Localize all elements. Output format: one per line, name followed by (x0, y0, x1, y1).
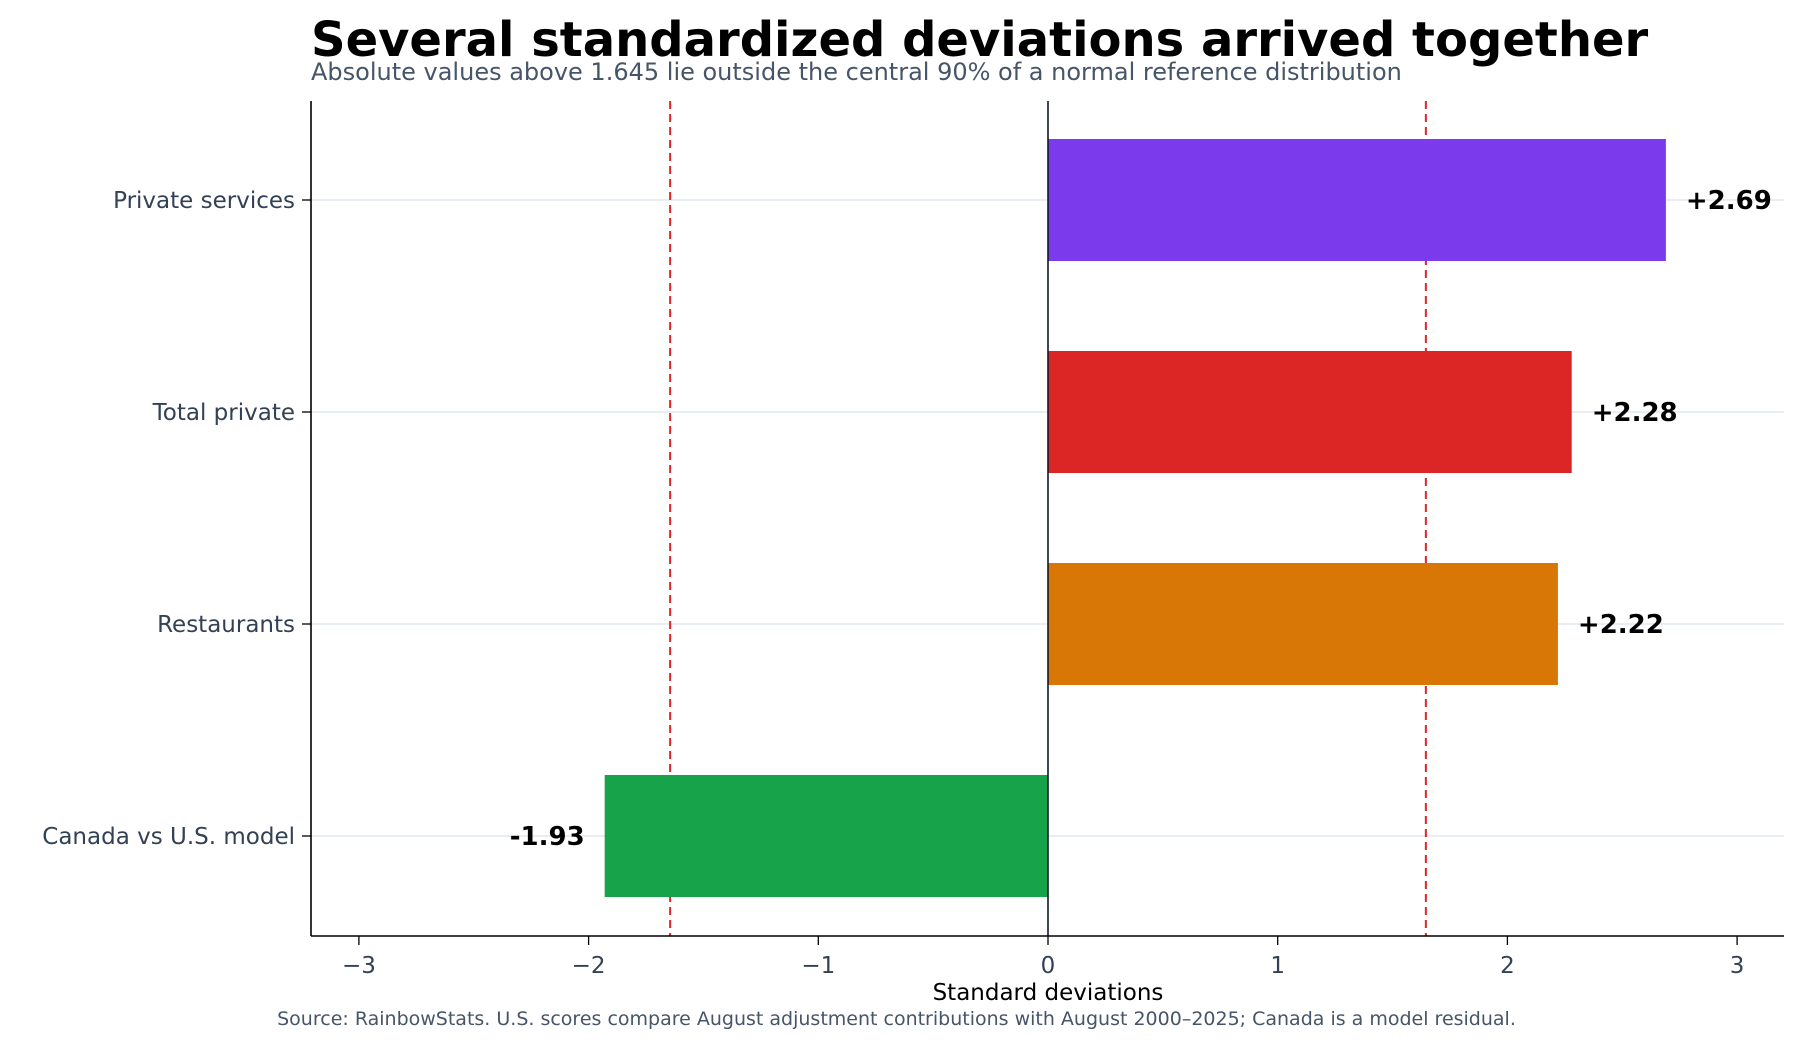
bar-value-label: +2.69 (1686, 186, 1772, 216)
x-tick-label: 3 (1730, 953, 1745, 979)
x-tick-label: −1 (801, 953, 835, 979)
axes (302, 101, 1784, 945)
y-tick-label: Restaurants (157, 612, 295, 638)
x-tick-label: 1 (1270, 953, 1285, 979)
bar (1048, 139, 1666, 261)
x-tick-label: 0 (1041, 953, 1056, 979)
bar-value-label: +2.28 (1592, 398, 1678, 428)
x-tick-label: −3 (342, 953, 376, 979)
x-tick-label: 2 (1500, 953, 1515, 979)
chart-title: Several standardized deviations arrived … (311, 12, 1649, 68)
bar (1048, 351, 1572, 473)
chart-source: Source: RainbowStats. U.S. scores compar… (277, 1008, 1516, 1030)
bar (604, 775, 1048, 897)
y-tick-label: Private services (113, 188, 295, 214)
bar (1048, 563, 1558, 685)
bar-value-label: +2.22 (1578, 610, 1664, 640)
x-axis-title: Standard deviations (933, 980, 1164, 1006)
chart-subtitle: Absolute values above 1.645 lie outside … (311, 58, 1402, 86)
y-tick-label: Canada vs U.S. model (42, 824, 295, 850)
x-tick-label: −2 (572, 953, 606, 979)
bar-value-label: -1.93 (510, 822, 585, 852)
labels: +2.69 +2.28 +2.22 -1.93 Private services Tota… (42, 186, 1772, 979)
bars (604, 139, 1666, 897)
y-tick-label: Total private (152, 400, 295, 426)
